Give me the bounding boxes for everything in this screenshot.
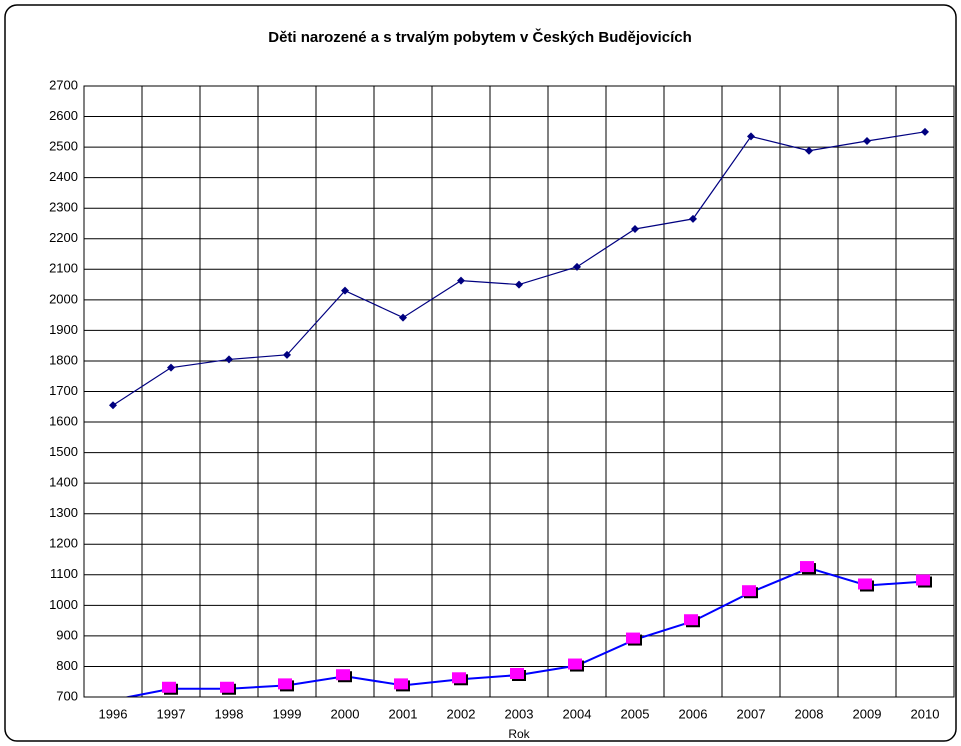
y-tick-label: 700 bbox=[56, 688, 78, 703]
y-tick-label: 1100 bbox=[50, 566, 78, 581]
y-tick-label: 2000 bbox=[49, 291, 78, 306]
y-tick-label: 1200 bbox=[49, 536, 78, 551]
x-axis-label: Rok bbox=[508, 727, 530, 741]
y-tick-label: 1000 bbox=[49, 597, 78, 612]
x-tick-label: 2010 bbox=[911, 706, 940, 721]
x-tick-label: 2004 bbox=[563, 706, 592, 721]
marker bbox=[220, 681, 234, 693]
x-tick-label: 2008 bbox=[795, 706, 824, 721]
x-tick-label: 2003 bbox=[505, 706, 534, 721]
x-tick-label: 1999 bbox=[273, 706, 302, 721]
y-tick-label: 2200 bbox=[49, 230, 78, 245]
marker bbox=[684, 614, 698, 626]
marker bbox=[568, 658, 582, 670]
marker bbox=[510, 668, 524, 680]
x-tick-label: 2009 bbox=[853, 706, 882, 721]
chart-title: Děti narozené a s trvalým pobytem v Česk… bbox=[268, 28, 692, 46]
y-tick-label: 900 bbox=[56, 627, 78, 642]
marker bbox=[573, 262, 581, 271]
marker bbox=[689, 214, 697, 223]
marker bbox=[278, 678, 292, 690]
y-tick-label: 2500 bbox=[49, 139, 78, 154]
marker bbox=[394, 678, 408, 690]
marker bbox=[162, 681, 176, 693]
x-tick-label: 2002 bbox=[447, 706, 476, 721]
y-tick-label: 1700 bbox=[49, 383, 78, 398]
marker bbox=[399, 313, 407, 322]
y-tick-label: 800 bbox=[56, 658, 78, 673]
marker bbox=[800, 561, 814, 573]
marker bbox=[863, 136, 871, 145]
marker bbox=[457, 276, 465, 285]
y-tick-label: 1300 bbox=[49, 505, 78, 520]
marker bbox=[626, 632, 640, 644]
marker bbox=[336, 669, 350, 681]
x-tick-label: 2005 bbox=[621, 706, 650, 721]
y-tick-label: 1600 bbox=[49, 413, 78, 428]
y-tick-label: 2600 bbox=[49, 108, 78, 123]
x-tick-label: 2006 bbox=[679, 706, 708, 721]
marker bbox=[167, 363, 175, 372]
grid bbox=[83, 85, 955, 698]
chart-frame bbox=[4, 4, 957, 742]
marker bbox=[341, 286, 349, 295]
marker bbox=[747, 132, 755, 141]
plot bbox=[109, 127, 932, 697]
marker bbox=[805, 146, 813, 155]
x-tick-label: 2000 bbox=[331, 706, 360, 721]
y-tick-label: 1800 bbox=[49, 352, 78, 367]
plot-border bbox=[83, 85, 955, 698]
marker bbox=[858, 578, 872, 590]
marker bbox=[225, 355, 233, 364]
y-tick-label: 2700 bbox=[49, 77, 78, 92]
x-tick-label: 1997 bbox=[157, 706, 186, 721]
marker bbox=[921, 127, 929, 136]
x-tick-label: 2001 bbox=[389, 706, 418, 721]
x-tick-label: 1998 bbox=[215, 706, 244, 721]
x-tick-label: 1996 bbox=[99, 706, 128, 721]
y-tick-label: 2100 bbox=[49, 261, 78, 276]
marker bbox=[109, 401, 117, 410]
y-tick-label: 1400 bbox=[49, 475, 78, 490]
marker bbox=[742, 585, 756, 597]
marker bbox=[916, 574, 930, 586]
y-tick-label: 1500 bbox=[49, 444, 78, 459]
marker bbox=[515, 280, 523, 289]
marker bbox=[631, 224, 639, 233]
y-tick-label: 1900 bbox=[49, 322, 78, 337]
x-tick-label: 2007 bbox=[737, 706, 766, 721]
y-tick-label: 2400 bbox=[49, 169, 78, 184]
marker bbox=[452, 672, 466, 684]
marker bbox=[283, 350, 291, 359]
y-tick-label: 2300 bbox=[49, 200, 78, 215]
